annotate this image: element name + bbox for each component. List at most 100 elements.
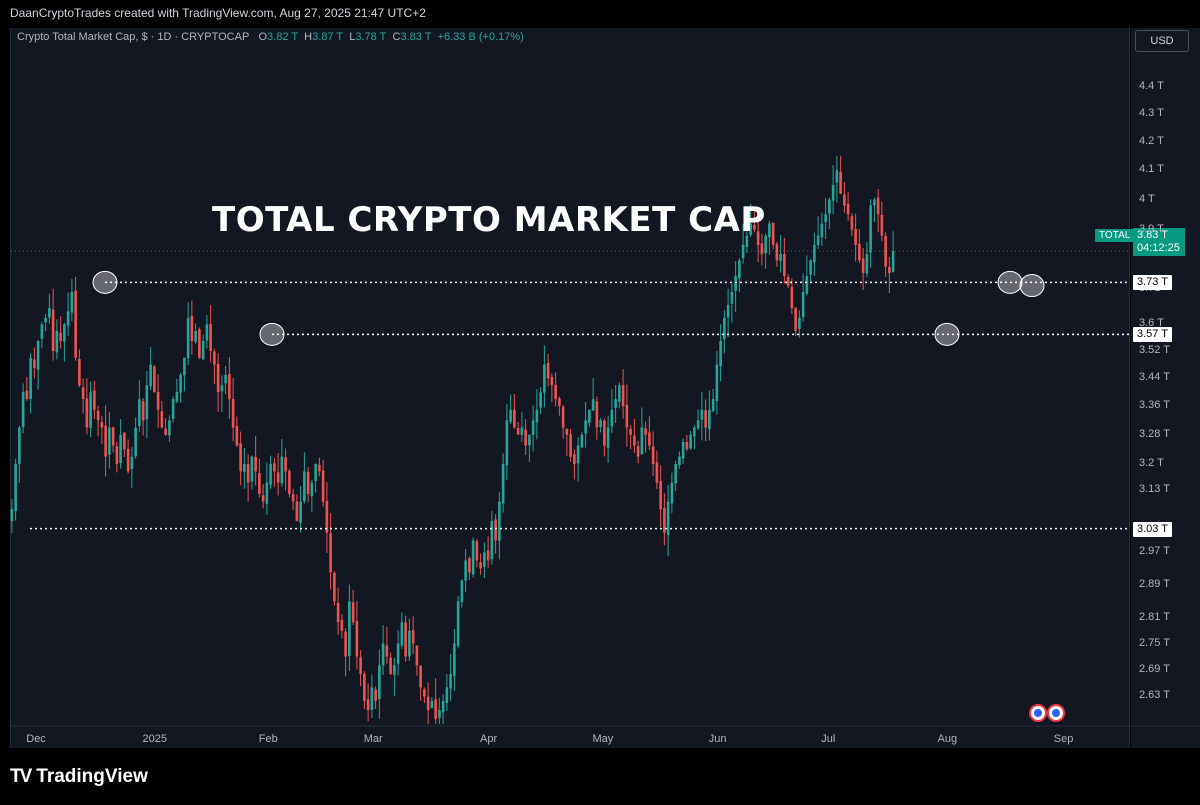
candle-body	[576, 445, 580, 464]
candle-body	[858, 243, 861, 261]
candle-body	[415, 645, 419, 666]
candle-body	[419, 665, 422, 688]
candle-body	[70, 291, 74, 313]
candle-body	[48, 308, 51, 318]
candle-body	[719, 340, 722, 367]
candle-body	[790, 287, 794, 309]
chart-pane[interactable]	[10, 28, 1130, 748]
candle-body	[708, 409, 711, 430]
candle-body	[471, 540, 475, 575]
candle-body	[269, 463, 272, 485]
candle-body	[580, 434, 584, 448]
candle-body	[336, 602, 340, 623]
high-label: H	[304, 31, 313, 43]
candle-body	[280, 456, 284, 484]
candle-body	[111, 427, 115, 446]
candle-body	[194, 331, 197, 343]
candle-body	[224, 374, 227, 384]
candle-body	[798, 317, 801, 329]
level-label: 3.57 T	[1133, 327, 1172, 343]
candle-body	[55, 331, 59, 353]
candle-body	[531, 420, 535, 436]
candle-body	[179, 374, 182, 393]
tradingview-logo[interactable]: TV TradingView	[10, 766, 148, 788]
y-tick-label: 3.9 T	[1139, 222, 1164, 235]
candle-body	[100, 422, 104, 428]
candle-body	[183, 357, 186, 376]
candle-body	[93, 390, 96, 410]
candle-body	[78, 359, 81, 386]
candle-body	[261, 495, 265, 502]
candle-body	[509, 409, 512, 422]
candle-body	[801, 291, 805, 318]
candle-body	[756, 231, 760, 245]
candle-body	[254, 456, 257, 472]
candle-body	[130, 456, 134, 470]
touch-highlight	[92, 270, 118, 294]
candle-body	[235, 425, 239, 446]
candle-body	[644, 428, 647, 435]
candle-body	[96, 410, 100, 421]
candle-body	[273, 463, 276, 472]
candle-body	[494, 519, 497, 541]
candle-body	[441, 700, 445, 713]
candle-body	[595, 401, 599, 428]
candle-body	[445, 687, 449, 703]
x-tick-label: May	[592, 733, 614, 745]
x-tick-label: Sep	[1053, 733, 1074, 745]
candle-body	[175, 392, 179, 402]
flag-icon	[1052, 709, 1060, 717]
candle-body	[340, 619, 344, 631]
candle-body	[625, 404, 629, 428]
candle-body	[869, 205, 872, 253]
candle-body	[745, 235, 749, 247]
currency-button[interactable]: USD	[1135, 30, 1189, 52]
candle-body	[36, 340, 40, 370]
close-label: C	[392, 31, 401, 43]
y-tick-label: 3.6 T	[1139, 317, 1164, 330]
candle-body	[314, 463, 317, 481]
candle-body	[359, 657, 362, 675]
candle-body	[888, 267, 891, 273]
candle-body	[89, 392, 92, 428]
candle-body	[621, 385, 625, 407]
candle-body	[730, 291, 734, 304]
candle-body	[636, 446, 640, 457]
candle-body	[216, 363, 220, 393]
candle-body	[460, 580, 464, 603]
symbol-price-tag: TOTAL	[1095, 229, 1135, 242]
annotation-title: TOTAL CRYPTO MARKET CAP	[212, 200, 766, 240]
y-tick-label: 2.81 T	[1139, 610, 1170, 623]
y-tick-label: 3.36 T	[1139, 399, 1170, 412]
candle-body	[363, 673, 366, 701]
candle-body	[464, 560, 467, 581]
x-tick-label: Aug	[937, 733, 958, 745]
candle-body	[591, 399, 595, 411]
touch-highlight	[1019, 274, 1045, 298]
candle-body	[516, 427, 520, 435]
candle-body	[59, 332, 62, 341]
candle-body	[565, 428, 569, 435]
candle-body	[325, 500, 329, 533]
open-label: O	[258, 31, 268, 43]
candle-body	[663, 508, 666, 533]
last-price-tag: 3.83 T 04:12:25	[1133, 228, 1185, 256]
candle-body	[775, 244, 779, 261]
candle-body	[393, 665, 396, 675]
candle-body	[805, 276, 809, 294]
candle-body	[51, 309, 55, 352]
candle-body	[81, 387, 85, 400]
candle-body	[164, 428, 167, 435]
candle-body	[614, 399, 617, 408]
candle-body	[404, 622, 407, 657]
candle-body	[483, 552, 486, 567]
price-axis[interactable]	[1131, 28, 1200, 748]
candle-body	[66, 311, 70, 326]
x-tick-label: 2025	[142, 733, 167, 745]
candle-body	[108, 427, 111, 455]
candle-body	[190, 315, 194, 341]
x-tick-label: Apr	[480, 733, 498, 745]
candle-body	[370, 687, 374, 710]
bar-countdown: 04:12:25	[1137, 242, 1180, 254]
candle-body	[704, 410, 707, 428]
